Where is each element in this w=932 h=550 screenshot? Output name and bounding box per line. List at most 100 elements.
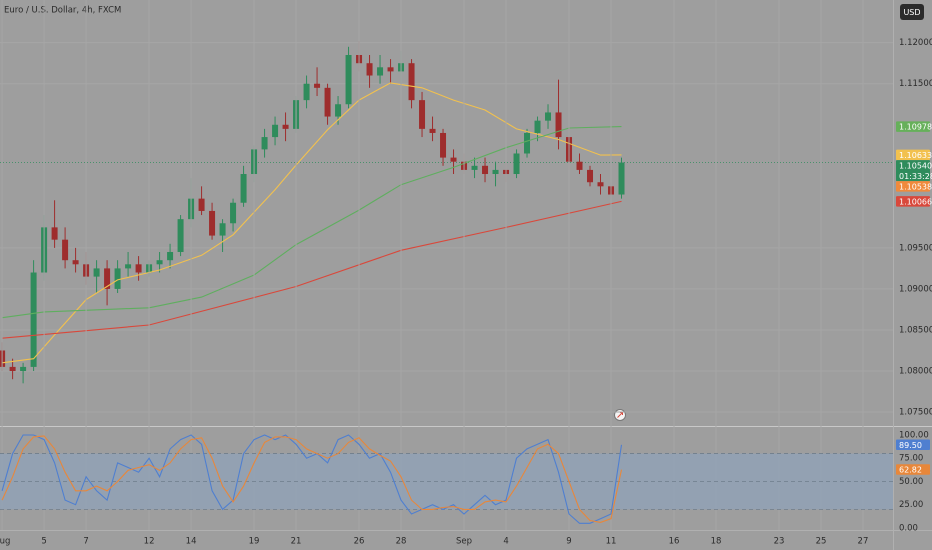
x-tick-label: 18 [711,537,722,547]
price-label: 62.82 [899,466,922,475]
price-label: 1.10633 [899,151,932,160]
x-tick-label: 21 [291,537,302,547]
y-tick-label: 50.00 [899,477,923,487]
x-tick-label: 4 [503,537,508,547]
x-tick-label: 14 [186,537,197,547]
y-tick-label: 1.09000 [899,284,932,294]
replay-icon[interactable] [614,409,626,421]
y-tick-label: 1.08000 [899,367,932,377]
x-tick-label: 26 [354,537,365,547]
candle-body [555,112,562,138]
candle-body [345,54,352,105]
candle-body [471,165,478,170]
candle-body [377,67,384,76]
candle-body [93,268,100,277]
candle-body [104,268,111,289]
price-label: 89.50 [899,441,922,450]
candle-body [114,268,121,289]
candle-body [440,132,447,158]
candle-body [576,161,583,170]
x-tick-label: 5 [41,537,46,547]
candle-body [177,219,184,252]
candle-body [545,112,552,121]
currency-button[interactable] [900,4,924,20]
price-label-bg [896,464,930,475]
y-tick-label: 1.08500 [899,325,932,335]
y-tick-label: 100.00 [899,430,929,440]
price-label: 1.10066 [899,197,932,206]
candle-body [524,132,531,154]
y-tick-label: 75.00 [899,454,923,464]
candle-body [597,182,604,187]
chart-title: Euro / U.S. Dollar, 4h, FXCM [4,6,121,16]
y-tick-label: 0.00 [899,523,918,533]
price-label: 1.10538 [899,182,932,191]
candle-body [324,87,331,117]
x-tick-label: Aug [0,537,10,547]
candle-body [450,157,457,162]
candle-body [303,83,310,101]
price-label-bg [896,149,930,161]
price-label: 1.10540 [899,161,932,170]
candle-body [240,174,247,203]
price-label-bg [896,181,930,192]
candle-body [156,260,163,265]
series-line [2,200,622,339]
candle-body [219,223,226,236]
currency[interactable]: USD [903,8,920,17]
candle-body [9,366,16,372]
x-tick-label: 19 [249,537,260,547]
price-label-bg [896,439,930,451]
candle-body [534,120,541,133]
candle-body [167,251,174,261]
x-tick-label: 16 [669,537,680,547]
candle-body [419,100,426,129]
y-tick-label: 1.07500 [899,408,932,418]
candle-body [587,169,594,183]
candle-body [72,260,79,265]
candle-body [62,239,69,261]
price-label-bg [896,121,930,132]
candle-body [261,137,268,150]
candle-body [618,162,625,195]
x-tick-label: 9 [566,537,571,547]
y-tick-label: 1.09500 [899,243,932,253]
candle-body [209,210,216,236]
y-tick-label: 1.11500 [899,79,932,89]
candle-body [30,272,37,367]
x-tick-label: 27 [858,537,869,547]
x-tick-label: 11 [606,537,617,547]
countdown: 01:33:28 [899,172,932,181]
price-label-bg [896,160,930,182]
candle-body [482,165,489,175]
price-label-bg [896,196,930,207]
candle-body [230,202,237,224]
candle-body [408,63,415,101]
x-tick-label: 28 [396,537,407,547]
price-label: 1.10978 [899,123,932,132]
series-line [2,82,622,364]
candle-body [198,198,205,211]
x-tick-label: Sep [456,537,472,547]
candle-body [51,227,58,240]
y-tick-label: 25.00 [899,500,923,510]
candle-body [387,67,394,72]
x-tick-label: 7 [83,537,88,547]
x-tick-label: 12 [144,537,155,547]
series-line [1,434,623,524]
y-tick-label: 1.12000 [899,38,932,48]
candle-body [125,264,132,269]
candle-body [272,124,279,138]
candle-body [492,169,499,175]
candle-body [314,83,321,88]
x-tick-label: 25 [816,537,827,547]
series-line [1,435,623,523]
candle-body [282,124,289,129]
candle-body [20,366,27,372]
candle-body [513,153,520,175]
candle-body [135,264,142,273]
candle-body [429,128,436,133]
x-tick-label: 23 [774,537,785,547]
